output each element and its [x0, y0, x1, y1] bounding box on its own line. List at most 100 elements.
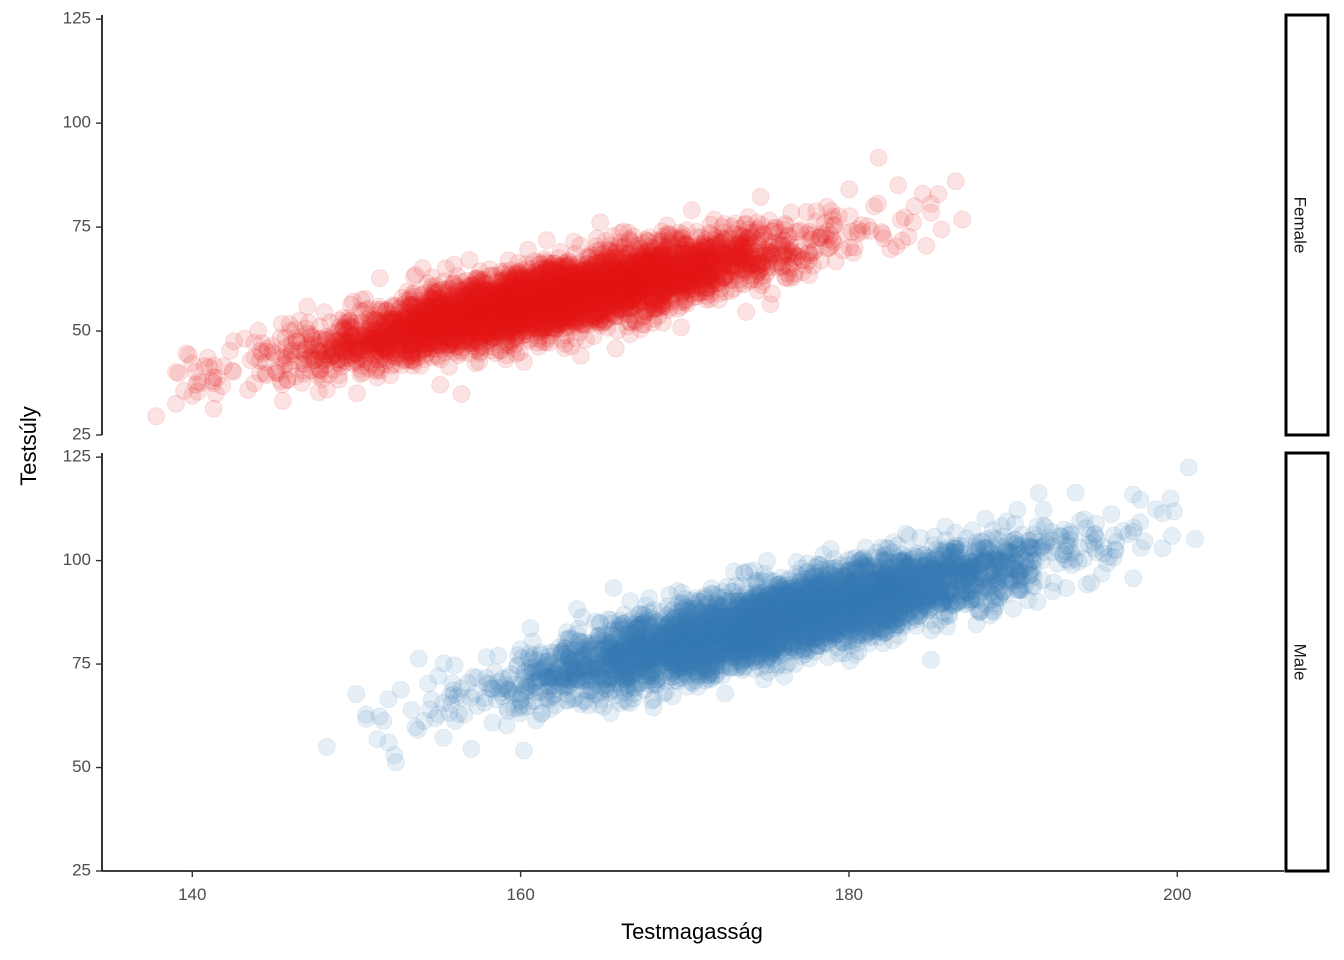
female-data-point	[331, 318, 350, 336]
female-data-point	[861, 221, 880, 240]
female-data-point	[533, 297, 552, 316]
female-data-point	[302, 361, 321, 380]
female-data-point	[426, 308, 445, 327]
female-data-point	[323, 346, 342, 365]
female-data-point	[311, 365, 330, 383]
female-data-point	[379, 304, 398, 323]
female-data-point	[533, 298, 552, 317]
female-data-point	[642, 247, 661, 265]
female-data-point	[592, 281, 611, 300]
female-data-point	[402, 351, 421, 369]
female-data-point	[697, 272, 716, 291]
female-data-point	[573, 306, 592, 325]
female-data-point	[459, 314, 478, 333]
female-data-point	[370, 269, 389, 288]
female-data-point	[541, 286, 560, 305]
female-data-point	[504, 302, 523, 321]
female-data-point	[347, 384, 366, 403]
female-data-point	[689, 260, 708, 279]
female-data-point	[768, 253, 787, 272]
female-data-point	[637, 302, 655, 321]
female-data-point	[601, 236, 620, 255]
female-data-point	[621, 313, 640, 332]
female-data-point	[562, 337, 581, 356]
female-data-point	[488, 299, 506, 318]
female-data-point	[845, 238, 864, 257]
female-data-point	[540, 284, 559, 303]
female-data-point	[531, 304, 550, 322]
female-data-point	[672, 318, 691, 337]
female-data-point	[421, 305, 440, 324]
female-data-point	[596, 312, 615, 331]
female-data-point	[627, 268, 646, 287]
female-data-point	[603, 227, 622, 246]
female-data-point	[740, 272, 759, 291]
female-data-point	[374, 318, 393, 337]
female-data-point	[669, 251, 688, 270]
female-data-point	[245, 333, 264, 352]
female-data-point	[643, 253, 662, 272]
female-data-point	[665, 272, 684, 291]
female-data-point	[539, 272, 558, 291]
female-data-point	[653, 275, 672, 294]
female-data-point	[800, 266, 819, 284]
female-data-point	[529, 286, 548, 305]
female-data-point	[440, 313, 459, 332]
female-data-point	[612, 280, 631, 299]
female-data-point	[691, 241, 710, 260]
female-data-point	[338, 349, 357, 367]
female-data-point	[662, 292, 681, 311]
female-data-point	[580, 273, 599, 292]
female-data-point	[286, 367, 305, 386]
female-data-point	[552, 330, 571, 349]
female-data-point	[717, 248, 736, 267]
female-data-point	[715, 215, 733, 233]
female-data-point	[917, 236, 936, 255]
female-data-point	[632, 261, 651, 280]
female-data-point	[498, 292, 517, 311]
female-data-point	[524, 298, 543, 317]
female-data-point	[353, 363, 372, 382]
female-data-point	[399, 327, 418, 345]
female-data-point	[460, 251, 479, 269]
female-data-point	[574, 291, 593, 310]
female-data-point	[626, 286, 645, 305]
female-data-point	[496, 305, 515, 323]
female-data-point	[571, 280, 590, 299]
female-data-point	[599, 290, 618, 309]
female-data-point	[403, 295, 422, 314]
female-data-point	[290, 311, 309, 330]
female-data-point	[442, 298, 461, 316]
female-data-point	[442, 306, 461, 325]
female-data-point	[615, 280, 634, 298]
female-data-point	[350, 338, 369, 357]
female-data-point	[687, 222, 706, 241]
female-data-point	[418, 334, 437, 353]
female-data-point	[296, 340, 315, 359]
female-data-point	[469, 314, 488, 333]
female-data-point	[590, 313, 608, 332]
female-data-point	[418, 311, 437, 330]
female-data-point	[652, 292, 671, 310]
female-data-point	[257, 366, 276, 385]
female-data-point	[565, 232, 584, 251]
female-data-point	[448, 267, 467, 285]
female-data-point	[697, 259, 716, 277]
female-data-point	[809, 229, 828, 247]
female-data-point	[593, 268, 612, 287]
female-data-point	[335, 333, 354, 352]
female-data-point	[384, 312, 403, 331]
female-data-point	[737, 302, 756, 321]
female-data-point	[776, 242, 795, 261]
female-data-point	[548, 280, 566, 299]
female-data-point	[368, 300, 387, 319]
female-data-point	[498, 303, 517, 322]
female-data-point	[445, 318, 464, 337]
female-data-point	[460, 327, 479, 345]
female-data-point	[470, 283, 489, 302]
female-data-point	[692, 267, 710, 286]
female-data-point	[505, 282, 524, 301]
female-data-point	[587, 229, 606, 248]
female-data-point	[682, 240, 701, 259]
female-data-point	[543, 310, 562, 329]
